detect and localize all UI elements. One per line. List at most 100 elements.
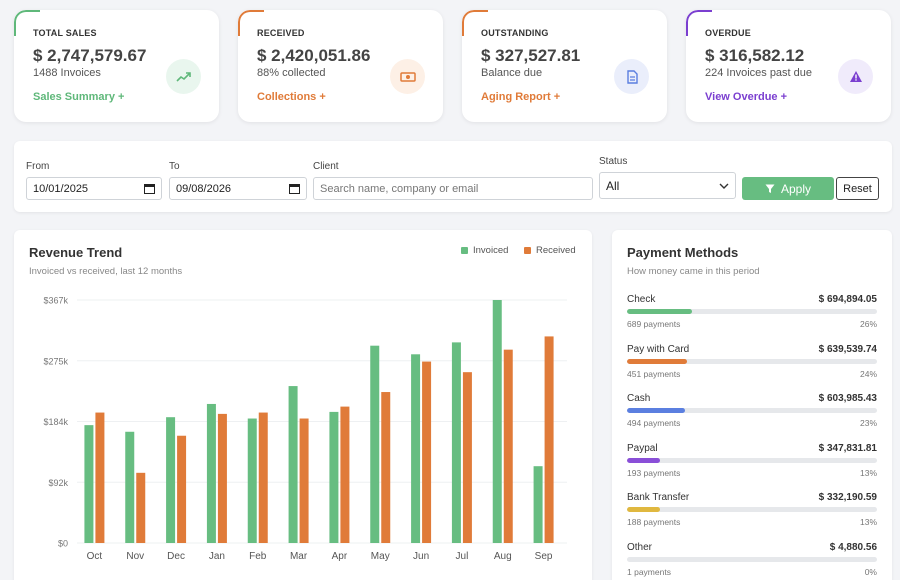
payment-method-count: 193 payments [627, 467, 681, 478]
revenue-chart: $0 $92k $184k $275k $367k Oct Nov Dec Jan Feb Mar A… [43, 296, 567, 562]
payment-title: Payment Methods [627, 245, 739, 260]
progress-track [627, 309, 877, 314]
card-accent [14, 10, 40, 36]
apply-label: Apply [780, 181, 812, 196]
y-tick-label: $184k [43, 417, 68, 427]
x-tick-label: May [371, 551, 390, 562]
payment-method-name: Check [627, 294, 656, 305]
filter-icon [765, 184, 775, 193]
card-accent [238, 10, 264, 36]
progress-fill [627, 309, 692, 314]
bar-invoiced [492, 300, 502, 543]
aging-report-link[interactable]: Aging Report + [481, 91, 561, 103]
payment-method-percent: 23% [859, 418, 877, 429]
payment-subtitle: How money came in this period [627, 266, 760, 277]
legend-received: Received [524, 245, 576, 256]
bar-invoiced [247, 418, 257, 543]
payment-method-name: Other [627, 542, 653, 553]
status-value: All [606, 178, 620, 193]
view-overdue-link[interactable]: View Overdue + [705, 91, 788, 103]
kpi-card-total-sales: TOTAL SALES $ 2,747,579.67 1488 Invoices… [14, 10, 219, 122]
kpi-title: OUTSTANDING [481, 28, 549, 38]
progress-track [627, 557, 877, 562]
sales-summary-link[interactable]: Sales Summary + [33, 91, 125, 103]
from-date-input[interactable]: 10/01/2025 [26, 177, 162, 200]
kpi-row: TOTAL SALES $ 2,747,579.67 1488 Invoices… [14, 10, 892, 122]
bar-invoiced [125, 431, 135, 543]
y-tick-label: $275k [43, 356, 68, 366]
filter-bar: From 10/01/2025 To 09/08/2026 Client Sea… [14, 141, 892, 212]
legend-swatch [524, 247, 531, 254]
bar-received [177, 435, 187, 543]
collections-link[interactable]: Collections + [257, 91, 326, 103]
bar-invoiced [411, 354, 421, 543]
bar-received [462, 372, 472, 543]
kpi-title: TOTAL SALES [33, 28, 97, 38]
revenue-title: Revenue Trend [29, 245, 123, 260]
progress-fill [627, 408, 685, 414]
bar-received [544, 336, 554, 543]
progress-fill [627, 358, 687, 364]
progress-track [627, 507, 877, 513]
bar-received [217, 413, 227, 543]
payment-method-percent: 13% [859, 517, 877, 528]
x-tick-label: Aug [494, 551, 512, 562]
legend-swatch [461, 247, 468, 254]
payment-method-percent: 0% [864, 567, 877, 577]
kpi-title: OVERDUE [705, 28, 751, 38]
revenue-subtitle: Invoiced vs received, last 12 months [29, 266, 183, 277]
bar-invoiced [451, 342, 461, 543]
payment-method-name: Paypal [627, 442, 658, 454]
payment-method-item: Other $ 4,880.56 1 payments 0% [627, 542, 877, 580]
bar-received [95, 412, 105, 543]
card-accent [686, 10, 712, 36]
kpi-title: RECEIVED [257, 28, 305, 38]
payment-method-item: Pay with Card $ 639,539.74 451 payments 24% [627, 344, 877, 389]
to-date-input[interactable]: 09/08/2026 [169, 177, 307, 200]
kpi-card-outstanding: OUTSTANDING $ 327,527.81 Balance due Agi… [462, 10, 667, 122]
apply-button[interactable]: Apply [742, 177, 834, 200]
bar-received [340, 406, 350, 543]
bar-received [381, 392, 391, 543]
bar-invoiced [84, 425, 94, 543]
y-tick-label: $367k [43, 296, 68, 306]
kpi-card-overdue: OVERDUE $ 316,582.12 224 Invoices past d… [686, 10, 891, 122]
legend-label: Invoiced [473, 245, 509, 256]
bar-received [503, 349, 513, 543]
bar-invoiced [533, 466, 543, 543]
card-accent [462, 10, 488, 36]
x-tick-label: Sep [535, 551, 553, 562]
payment-method-amount: $ 694,894.05 [818, 294, 877, 305]
calendar-icon [144, 184, 155, 194]
kpi-subtext: 88% collected [257, 67, 326, 79]
bar-received [136, 472, 146, 543]
progress-fill [627, 507, 660, 513]
x-tick-label: Jan [209, 551, 225, 562]
payment-method-count: 188 payments [627, 517, 681, 528]
client-search-input[interactable]: Search name, company or email [313, 177, 593, 200]
x-tick-label: Dec [167, 551, 185, 562]
payment-method-percent: 26% [859, 319, 877, 329]
reset-button[interactable]: Reset [836, 177, 879, 200]
status-select[interactable]: All [599, 172, 736, 199]
y-tick-label: $0 [58, 539, 68, 549]
x-tick-label: Jun [413, 551, 429, 562]
kpi-value: $ 2,747,579.67 [33, 46, 147, 65]
trend-up-icon [166, 59, 201, 94]
from-date-value: 10/01/2025 [33, 182, 89, 195]
payment-method-item: Paypal $ 347,831.81 193 payments 13% [627, 443, 877, 488]
payment-method-item: Cash $ 603,985.43 494 payments 23% [627, 393, 877, 438]
payment-method-count: 1 payments [627, 567, 671, 577]
revenue-trend-panel: Revenue Trend Invoiced vs received, last… [14, 230, 592, 580]
payment-method-name: Pay with Card [627, 343, 690, 355]
bar-received [299, 418, 309, 543]
payment-method-item: Check $ 694,894.05 689 payments 26% [627, 294, 877, 339]
chevron-down-icon [719, 183, 729, 189]
to-label: To [169, 161, 180, 172]
bar-received [422, 361, 432, 543]
bar-invoiced [206, 403, 216, 543]
payment-method-amount: $ 332,190.59 [818, 492, 877, 504]
kpi-value: $ 327,527.81 [481, 46, 581, 65]
bar-invoiced [370, 345, 380, 543]
x-tick-label: Jul [456, 551, 469, 562]
